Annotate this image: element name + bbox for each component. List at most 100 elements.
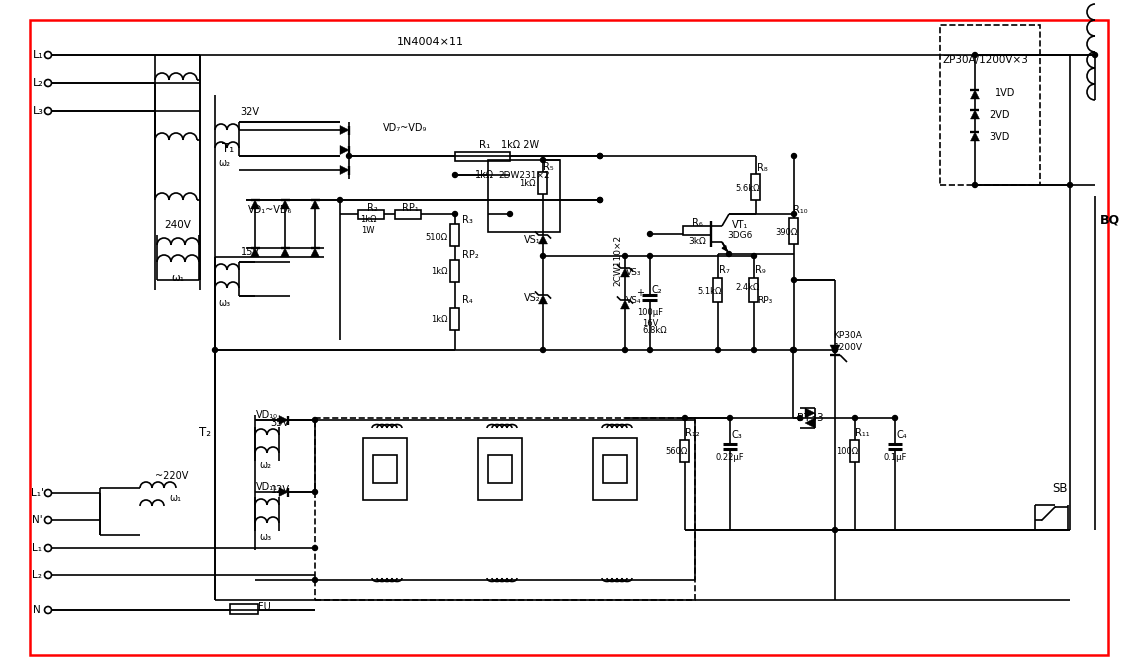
Polygon shape	[620, 300, 629, 309]
Text: R₈: R₈	[757, 163, 767, 173]
Text: 240V: 240V	[165, 220, 191, 230]
Text: ~220V: ~220V	[155, 471, 189, 481]
Circle shape	[313, 418, 318, 422]
Polygon shape	[280, 200, 289, 209]
Polygon shape	[538, 295, 547, 304]
Polygon shape	[971, 132, 980, 141]
Bar	[478, 438, 522, 500]
Circle shape	[648, 232, 652, 236]
Text: R₁₀: R₁₀	[793, 205, 807, 215]
Bar	[230, 604, 258, 614]
Circle shape	[751, 347, 757, 353]
Text: C₃: C₃	[732, 430, 742, 440]
Polygon shape	[538, 235, 547, 244]
Circle shape	[597, 198, 602, 202]
Bar	[750, 278, 759, 302]
Text: KP30A: KP30A	[833, 331, 863, 339]
Text: ω₃: ω₃	[259, 532, 271, 542]
Circle shape	[973, 53, 978, 57]
Polygon shape	[971, 110, 980, 119]
Text: L₁: L₁	[32, 543, 42, 553]
Text: N: N	[33, 605, 41, 615]
Circle shape	[508, 212, 512, 216]
Text: 2DW231×2: 2DW231×2	[498, 170, 550, 180]
Circle shape	[541, 253, 545, 259]
Text: 1VD: 1VD	[995, 88, 1015, 98]
Bar	[940, 25, 1040, 185]
Bar	[358, 210, 384, 218]
Polygon shape	[805, 408, 815, 418]
Circle shape	[541, 347, 545, 353]
Circle shape	[648, 253, 652, 259]
Text: L₁': L₁'	[31, 488, 43, 498]
Text: VS₃: VS₃	[626, 267, 642, 277]
Circle shape	[798, 415, 802, 420]
Text: FU: FU	[258, 602, 271, 612]
Polygon shape	[340, 126, 349, 134]
Text: VD₁₁: VD₁₁	[256, 482, 278, 492]
Text: VS₂: VS₂	[523, 293, 541, 303]
Text: 15V: 15V	[240, 247, 259, 257]
Circle shape	[453, 212, 457, 216]
Circle shape	[792, 212, 797, 216]
Bar	[593, 438, 637, 500]
Text: R₁: R₁	[479, 140, 490, 150]
Bar	[751, 174, 760, 200]
Text: VD₁₀: VD₁₀	[256, 410, 278, 420]
Text: RP₁: RP₁	[402, 203, 419, 213]
Text: 1kΩ: 1kΩ	[476, 170, 495, 180]
Text: 100μF
16V: 100μF 16V	[637, 309, 663, 328]
Text: L₂: L₂	[33, 78, 43, 88]
Polygon shape	[830, 345, 840, 355]
Circle shape	[622, 347, 627, 353]
Polygon shape	[280, 248, 289, 257]
Circle shape	[213, 347, 217, 353]
Circle shape	[597, 198, 602, 202]
Circle shape	[792, 277, 797, 283]
Bar	[681, 440, 690, 462]
Text: 3kΩ: 3kΩ	[688, 236, 706, 246]
Text: 100Ω: 100Ω	[836, 448, 858, 456]
Text: 5.1kΩ: 5.1kΩ	[698, 287, 723, 295]
Circle shape	[791, 347, 795, 353]
Text: L₃: L₃	[33, 106, 43, 116]
Text: 3VD: 3VD	[990, 132, 1011, 142]
Text: 5.6kΩ: 5.6kΩ	[736, 184, 760, 192]
Text: L₁: L₁	[33, 50, 43, 60]
Text: R₁₁: R₁₁	[855, 428, 869, 438]
Bar	[315, 418, 695, 600]
Circle shape	[453, 172, 457, 178]
Circle shape	[973, 182, 978, 188]
Bar	[603, 455, 627, 483]
Circle shape	[792, 154, 797, 158]
Text: 12V: 12V	[271, 485, 289, 495]
Text: VS₁: VS₁	[523, 235, 541, 245]
Text: R₅: R₅	[543, 162, 553, 172]
Text: 6.8kΩ: 6.8kΩ	[643, 325, 667, 335]
Polygon shape	[340, 146, 349, 154]
Text: ZP30A/1200V×3: ZP30A/1200V×3	[942, 55, 1028, 65]
Text: 1N4004×11: 1N4004×11	[396, 37, 463, 47]
Circle shape	[346, 154, 352, 158]
Text: 560Ω: 560Ω	[666, 448, 688, 456]
Text: R₁₂: R₁₂	[685, 428, 700, 438]
Text: R₉: R₉	[754, 265, 766, 275]
Bar	[451, 308, 460, 330]
Circle shape	[597, 154, 602, 158]
Polygon shape	[250, 200, 259, 209]
Text: ω₁: ω₁	[172, 273, 184, 283]
Circle shape	[716, 347, 720, 353]
Text: 3DG6: 3DG6	[727, 230, 752, 240]
Circle shape	[313, 546, 318, 550]
Circle shape	[338, 198, 343, 202]
Text: 2.4kΩ: 2.4kΩ	[736, 283, 760, 291]
Text: 2VD: 2VD	[990, 110, 1011, 120]
Text: ω₂: ω₂	[218, 158, 230, 168]
Text: SB: SB	[1053, 482, 1067, 494]
Circle shape	[727, 415, 733, 420]
Text: 1kΩ: 1kΩ	[431, 267, 448, 275]
Polygon shape	[279, 415, 288, 424]
Bar	[790, 218, 799, 244]
Text: 0.1μF: 0.1μF	[883, 454, 907, 462]
Circle shape	[833, 528, 838, 532]
